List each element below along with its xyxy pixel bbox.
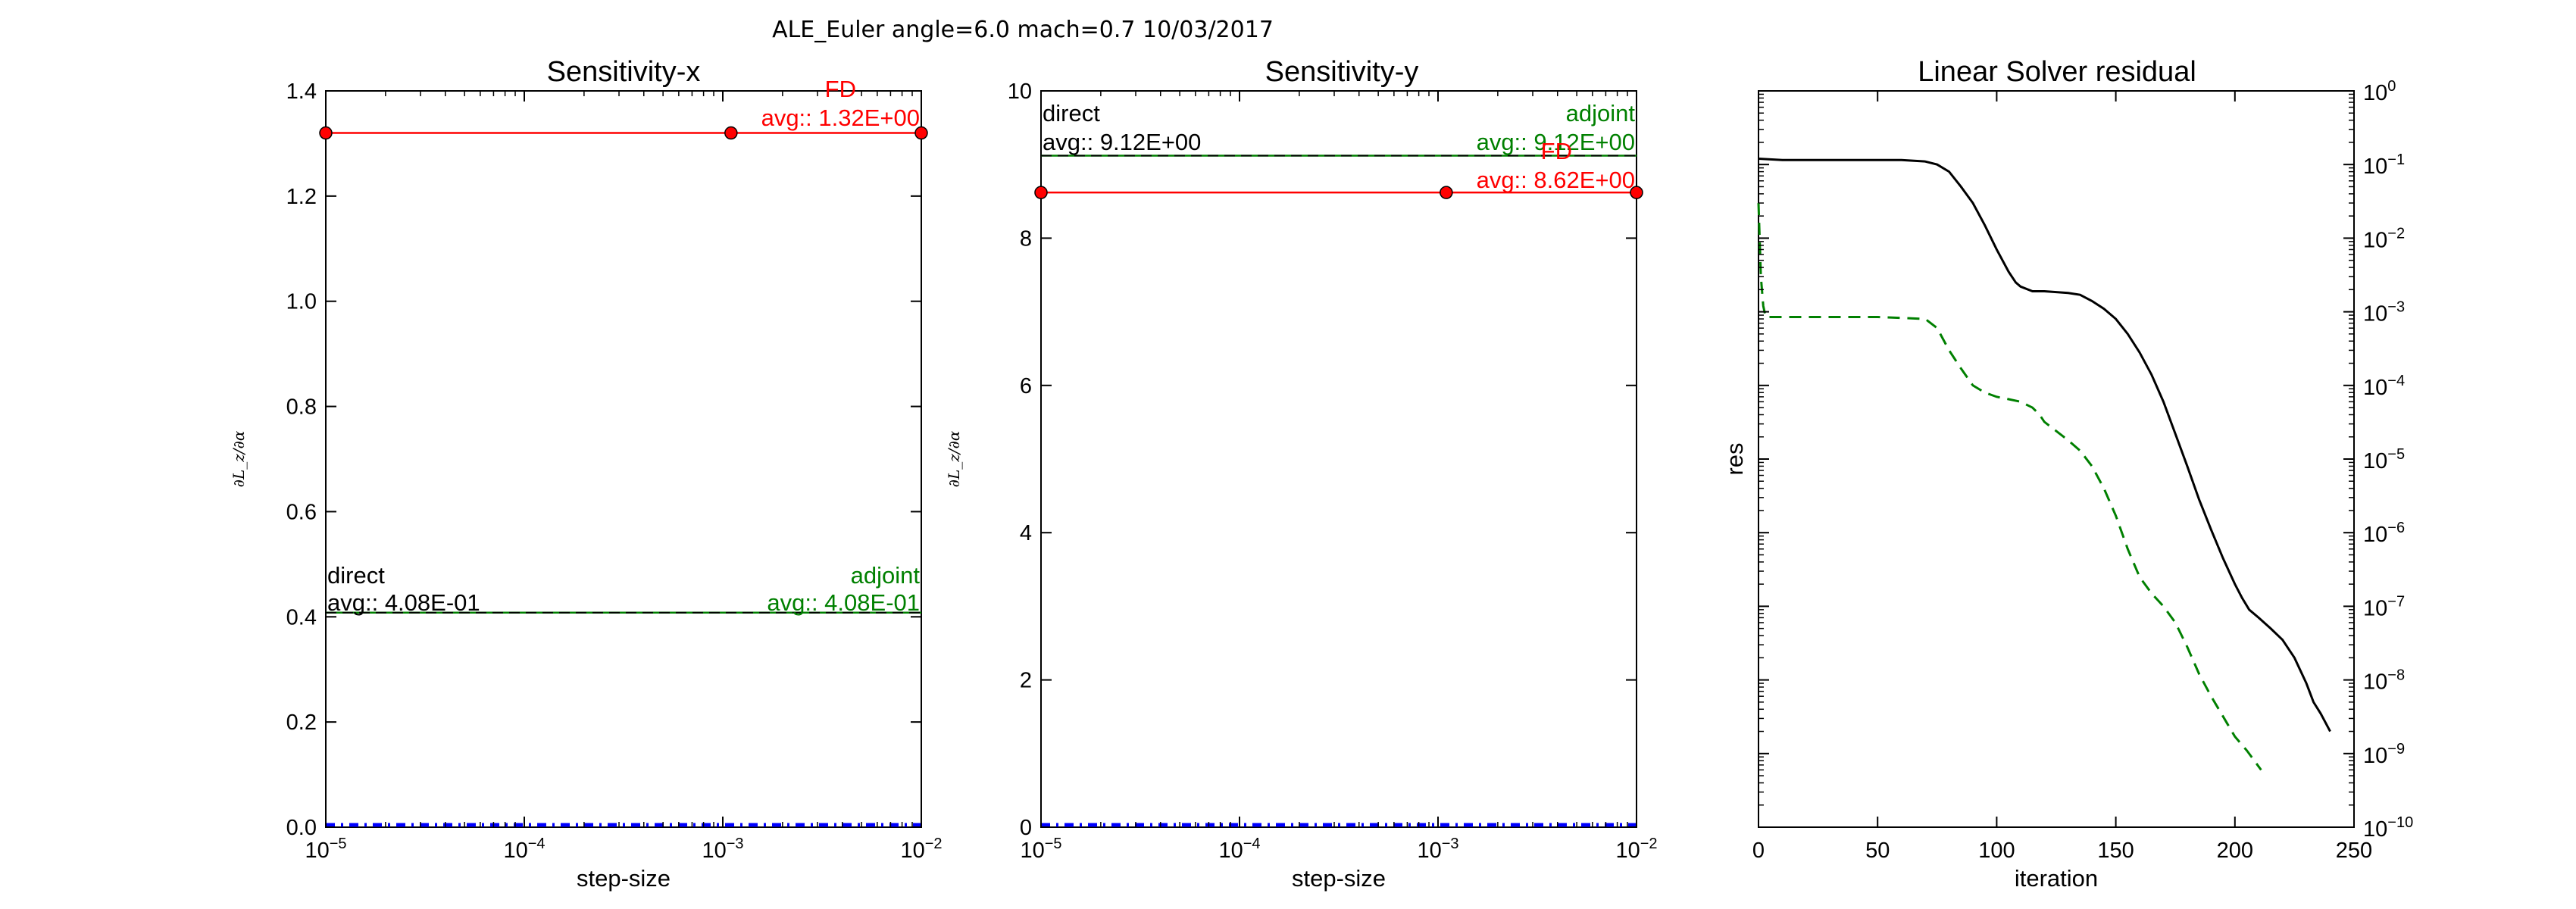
fd-marker xyxy=(1630,186,1643,199)
panel2-ticks: 10−5 10−4 10−3 10−2 0 2 4 6 8 10 xyxy=(1008,80,1658,863)
panel2-title: Sensitivity-y xyxy=(1265,56,1419,88)
annotation-fd: FD xyxy=(825,76,856,102)
y-tick-label: 1.2 xyxy=(286,185,317,209)
residual-line-1 xyxy=(1757,202,2262,771)
x-tick-label: 0 xyxy=(1752,839,1765,863)
panel2-series xyxy=(1034,155,1643,827)
annotation-direct: avg:: 4.08E-01 xyxy=(327,589,480,616)
figure-suptitle: ALE_Euler angle=6.0 mach=0.7 10/03/2017 xyxy=(772,17,1274,43)
annotation-fd: avg:: 1.32E+00 xyxy=(761,105,920,131)
residual-line-0 xyxy=(1758,158,2331,733)
y-tick-label: 10−10 xyxy=(2363,814,2413,842)
fd-marker xyxy=(1440,186,1453,199)
y-tick-label: 4 xyxy=(1020,521,1032,545)
panel3-xlabel: iteration xyxy=(2015,865,2098,892)
annotation-direct: direct xyxy=(1043,100,1100,127)
y-tick-label: 2 xyxy=(1020,669,1032,693)
y-tick-label: 10−5 xyxy=(2363,446,2405,473)
annotation-adjoint: avg:: 4.08E-01 xyxy=(767,589,920,616)
panel1-title: Sensitivity-x xyxy=(547,56,701,88)
y-tick-label: 10−9 xyxy=(2363,741,2405,768)
x-tick-label: 50 xyxy=(1865,839,1890,863)
fd-marker xyxy=(914,126,928,140)
x-tick-label: 150 xyxy=(2097,839,2134,863)
y-tick-label: 10−8 xyxy=(2363,667,2405,695)
y-tick-label: 0.6 xyxy=(286,500,317,524)
x-tick-label: 10−5 xyxy=(305,836,346,863)
y-tick-label: 1.4 xyxy=(286,80,317,104)
panel-sensitivity-x: Sensitivity-x 10−5 10−4 10−3 10−2 0.0 0.2 0.4 0… xyxy=(230,56,943,892)
panel-sensitivity-y: Sensitivity-y 10−5 10−4 10−3 10−2 0 2 4 6 8 10 di… xyxy=(945,56,1658,892)
panel1-xlabel: step-size xyxy=(577,865,671,892)
x-tick-label: 10−2 xyxy=(1615,836,1657,863)
y-tick-label: 10−4 xyxy=(2363,373,2405,400)
annotation-direct: avg:: 9.12E+00 xyxy=(1043,129,1201,155)
y-tick-label: 100 xyxy=(2363,78,2396,105)
panel3-series xyxy=(1757,158,2331,771)
y-tick-label: 10−2 xyxy=(2363,225,2405,252)
panel3-frame xyxy=(1758,90,2355,828)
annotation-adjoint: avg:: 9.12E+00 xyxy=(1477,129,1635,155)
x-tick-label: 10−2 xyxy=(900,836,942,863)
y-tick-label: 0.8 xyxy=(286,395,317,420)
panel2-xlabel: step-size xyxy=(1292,865,1386,892)
fd-marker xyxy=(319,126,333,140)
y-tick-label: 1.0 xyxy=(286,290,317,314)
y-tick-label: 8 xyxy=(1020,226,1032,251)
y-tick-label: 10−1 xyxy=(2363,152,2405,179)
y-tick-label: 10−6 xyxy=(2363,520,2405,547)
y-tick-label: 0.0 xyxy=(286,816,317,840)
panel1-frame xyxy=(325,90,922,828)
y-tick-label: 10 xyxy=(1008,80,1032,104)
y-tick-label: 0.2 xyxy=(286,711,317,735)
x-tick-label: 10−3 xyxy=(702,836,743,863)
y-tick-label: 6 xyxy=(1020,374,1032,398)
panel2-frame xyxy=(1040,90,1637,828)
x-tick-label: 10−4 xyxy=(1218,836,1260,863)
fd-marker xyxy=(724,126,738,140)
y-tick-label: 10−3 xyxy=(2363,299,2405,326)
annotation-adjoint: adjoint xyxy=(851,562,921,589)
x-tick-label: 10−3 xyxy=(1417,836,1458,863)
x-tick-label: 250 xyxy=(2336,839,2372,863)
panel3-title: Linear Solver residual xyxy=(1918,56,2196,88)
y-tick-label: 0.4 xyxy=(286,605,317,629)
annotation-fd: FD xyxy=(1541,138,1572,164)
annotation-adjoint: adjoint xyxy=(1566,100,1636,127)
y-tick-label: 10−7 xyxy=(2363,593,2405,620)
x-tick-label: 10−5 xyxy=(1020,836,1061,863)
x-tick-label: 200 xyxy=(2217,839,2253,863)
panel2-ylabel: ∂L_z/∂α xyxy=(945,430,963,487)
annotation-fd: avg:: 8.62E+00 xyxy=(1477,167,1635,193)
panel1-ylabel: ∂L_z/∂α xyxy=(230,430,248,487)
x-tick-label: 10−4 xyxy=(503,836,545,863)
annotation-direct: direct xyxy=(327,562,385,589)
x-tick-label: 100 xyxy=(1978,839,2015,863)
panel1-series xyxy=(319,126,928,827)
y-tick-label: 0 xyxy=(1020,816,1032,840)
panel3-ylabel: res xyxy=(1721,442,1748,475)
panel1-ticks: 10−5 10−4 10−3 10−2 0.0 0.2 0.4 0.6 0.8 1.0 1.2 1.4 xyxy=(286,80,943,863)
panel-linear-solver-residual: Linear Solver residual 0 50 100 150 200 25010… xyxy=(1721,56,2413,892)
fd-marker xyxy=(1034,186,1048,199)
